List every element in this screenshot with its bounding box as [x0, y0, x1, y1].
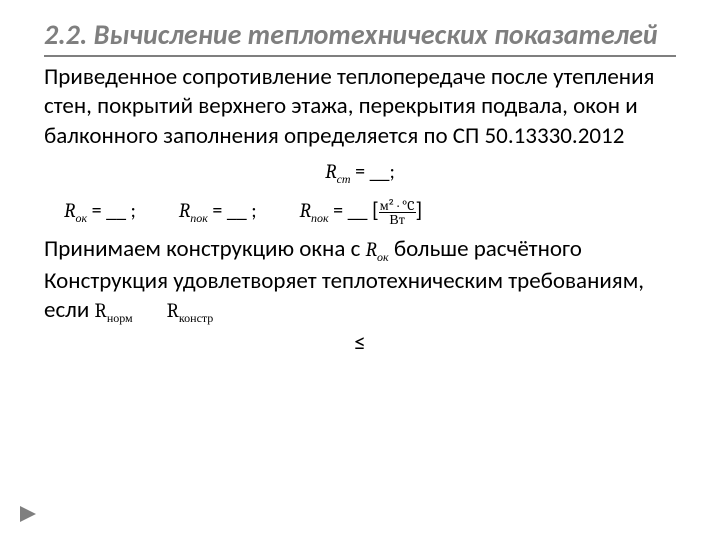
formula-r-st: Rст = __; [44, 157, 676, 188]
paragraph-intro: Приведенное сопротивление теплопередаче … [44, 63, 676, 151]
title-underline [44, 55, 676, 57]
paragraph-window: Принимаем конструкцию окна с Rок больше … [44, 235, 676, 265]
formula-row: Rок = __ ; Rпок = __ ; Rпок = __ [м² · °… [64, 192, 676, 228]
paragraph-condition: Конструкция удовлетворяет теплотехническ… [44, 267, 676, 327]
slide-arrow-icon [20, 506, 40, 522]
body-content: Приведенное сопротивление теплопередаче … [44, 63, 676, 357]
le-symbol: ≤ [44, 329, 676, 357]
section-title: 2.2. Вычисление теплотехнических показат… [44, 18, 676, 51]
unit-fraction: м² · °CВт [379, 199, 416, 227]
